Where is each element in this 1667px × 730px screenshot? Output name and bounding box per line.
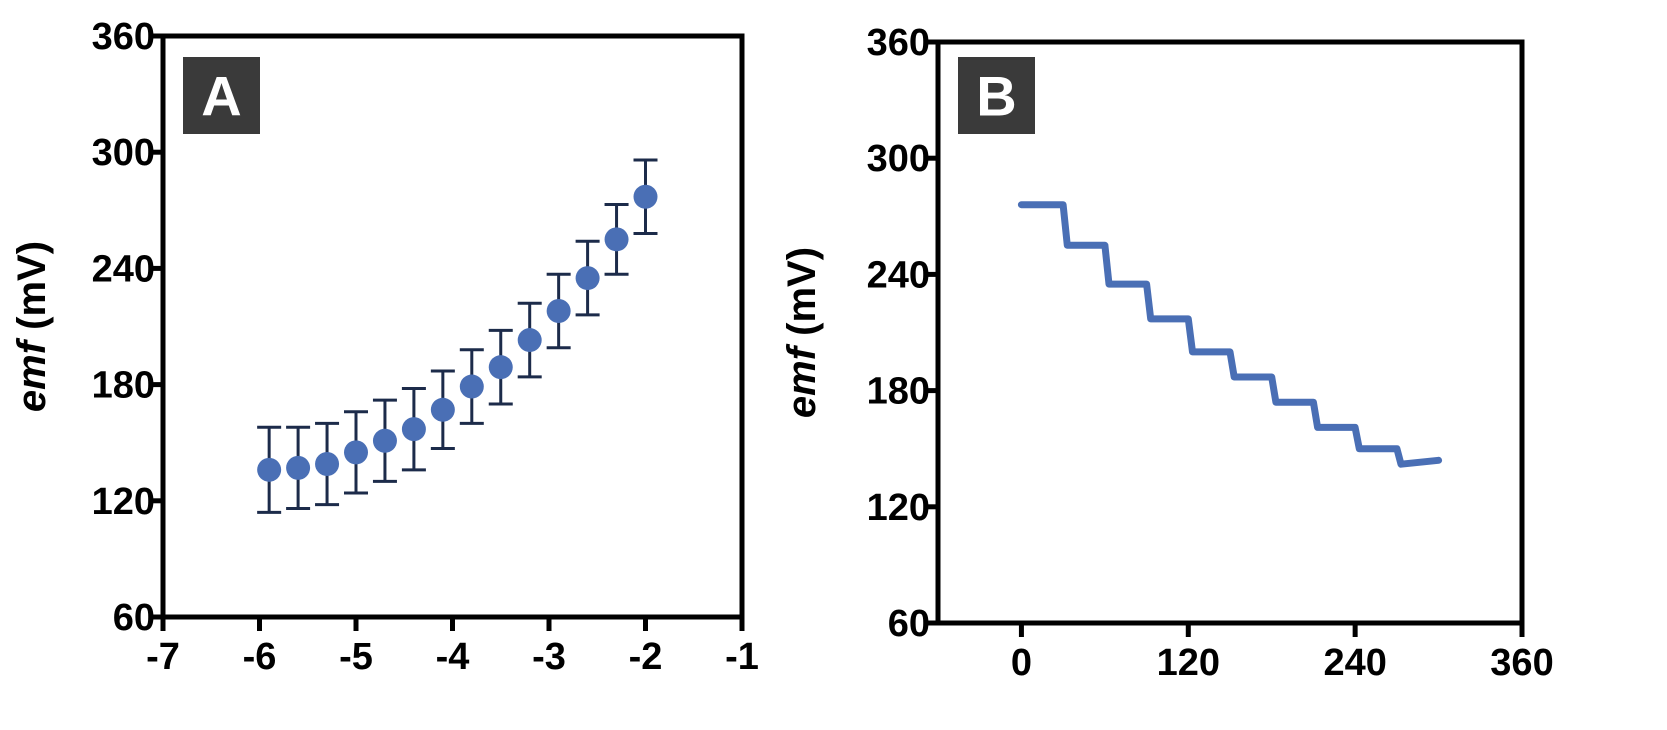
panel-b-series-line xyxy=(1017,201,1443,468)
panel-a-y-tick-label: 360 xyxy=(92,16,155,58)
panel-a-chart: 60 120 180 240 300 360 -7 -6 -5 -4 -3 -2 -1 emf (mV) A xyxy=(10,16,759,678)
panel-a-data-point xyxy=(575,266,600,291)
panel-a-data-point xyxy=(604,227,629,252)
panel-a-data-point xyxy=(546,299,571,324)
panel-a-y-tick-label: 180 xyxy=(92,365,155,407)
panel-a-y-tick-label: 60 xyxy=(113,597,155,639)
panel-b-x-tick-label: 240 xyxy=(1323,642,1386,684)
panel-a-data-point xyxy=(401,417,426,442)
panel-a-data-point xyxy=(633,184,658,209)
panel-a-data-point xyxy=(488,355,513,380)
panel-a-y-axis-label-italic: emf xyxy=(10,337,54,412)
panel-a-badge-label: A xyxy=(201,65,241,128)
panel-b-y-axis-label: emf (mV) xyxy=(780,247,824,418)
panel-b-y-tick-label: 120 xyxy=(867,487,930,529)
panel-a-x-tick-label: -2 xyxy=(629,636,663,678)
panel-b-y-axis-label-unit: (mV) xyxy=(780,247,824,347)
panel-a-data-point xyxy=(286,455,311,480)
panel-b-badge-label: B xyxy=(976,65,1016,128)
panel-a-x-tick-label: -1 xyxy=(725,636,759,678)
panel-a-y-tick-label: 240 xyxy=(92,248,155,290)
panel-b-x-tick-label: 360 xyxy=(1490,642,1553,684)
panel-a-y-tick-label: 300 xyxy=(92,132,155,174)
panel-a-x-tick-label: -5 xyxy=(339,636,373,678)
panel-a-y-axis-label: emf (mV) xyxy=(10,241,54,412)
panel-b-badge xyxy=(958,57,1035,134)
panel-a-data-point xyxy=(315,452,340,477)
panel-b-x-tick-label: 0 xyxy=(1011,642,1032,684)
panel-a-data-point xyxy=(517,328,542,353)
panel-a-y-axis-label-unit: (mV) xyxy=(10,241,54,341)
panel-b-x-tick-label: 120 xyxy=(1157,642,1220,684)
panel-a-y-tick-label: 120 xyxy=(92,481,155,523)
panel-a-x-tick-label: -6 xyxy=(243,636,277,678)
panel-a-x-tick-label: -4 xyxy=(436,636,470,678)
panel-a-x-tick-label: -7 xyxy=(146,636,180,678)
panel-b-y-tick-label: 360 xyxy=(867,22,930,64)
panel-b-y-tick-label: 180 xyxy=(867,371,930,413)
panel-a-x-tick-label: -3 xyxy=(532,636,566,678)
panel-b-y-axis-label-italic: emf xyxy=(780,343,824,418)
panel-a-data-point xyxy=(459,374,484,399)
panel-a-data-point xyxy=(430,397,455,422)
panel-a-data-point xyxy=(257,457,282,482)
panel-b-y-tick-label: 240 xyxy=(867,254,930,296)
panel-b-chart: 60 120 180 240 300 360 0 120 240 360 emf (mV) B xyxy=(780,22,1554,684)
panel-b-y-tick-label: 300 xyxy=(867,138,930,180)
panel-a-data-point xyxy=(344,440,368,465)
panel-a-badge xyxy=(183,57,260,134)
panel-b-y-tick-label: 60 xyxy=(888,603,930,645)
panel-a-data-point xyxy=(372,428,397,453)
panel-b-plot-frame xyxy=(935,39,1525,626)
